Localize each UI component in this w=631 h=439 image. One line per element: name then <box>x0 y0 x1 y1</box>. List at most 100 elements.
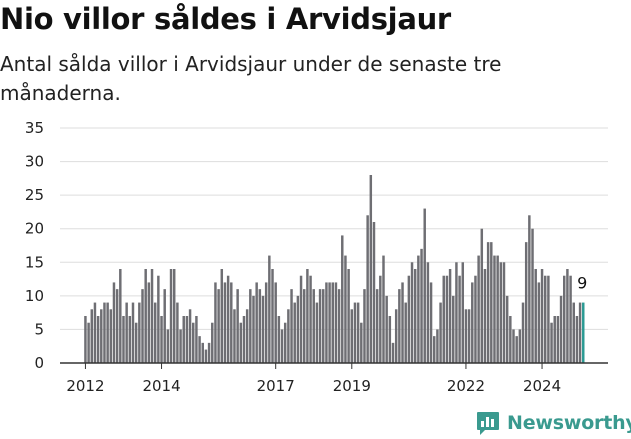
bar <box>505 295 509 363</box>
bar <box>163 289 166 363</box>
bar <box>420 248 423 363</box>
bar <box>252 295 255 363</box>
bar <box>153 302 157 363</box>
bar <box>226 275 230 363</box>
bar <box>182 316 185 363</box>
x-tick-label: 2022 <box>447 377 485 395</box>
bar <box>115 289 119 363</box>
y-tick-label: 25 <box>25 186 44 204</box>
bar <box>169 269 173 363</box>
y-tick-label: 15 <box>25 253 44 271</box>
bar <box>556 316 560 363</box>
bar <box>410 262 414 363</box>
bar <box>245 309 249 363</box>
bar <box>93 302 97 363</box>
bar <box>547 275 550 363</box>
bar <box>119 269 122 363</box>
bar <box>312 289 315 363</box>
bar <box>223 282 227 363</box>
bar <box>214 282 217 363</box>
bar <box>566 269 569 363</box>
bar <box>353 302 357 363</box>
bar <box>271 269 274 363</box>
bar <box>578 302 582 363</box>
bar <box>394 309 398 363</box>
bar <box>141 289 144 363</box>
chart-logo-icon <box>477 412 499 435</box>
bar <box>306 269 309 363</box>
bar <box>258 289 262 363</box>
bar <box>553 316 556 363</box>
bar <box>360 322 363 363</box>
bar <box>138 302 141 363</box>
bar <box>192 322 195 363</box>
bar <box>486 242 490 363</box>
bar <box>242 316 246 363</box>
bar <box>277 316 281 363</box>
bar <box>496 255 499 363</box>
bar <box>280 329 284 363</box>
bar <box>322 289 325 363</box>
bar <box>287 309 290 363</box>
bar <box>477 255 480 363</box>
bar <box>423 208 426 363</box>
bar <box>87 322 90 363</box>
bar <box>198 336 201 363</box>
bar <box>90 309 94 363</box>
bar <box>201 342 204 363</box>
bar <box>220 269 224 363</box>
bar <box>540 269 544 363</box>
bar <box>309 275 312 363</box>
bar <box>131 302 135 363</box>
bar <box>302 289 306 363</box>
bar <box>283 322 287 363</box>
bar <box>166 329 170 363</box>
bar <box>474 275 477 363</box>
bar <box>575 316 579 363</box>
bar <box>572 302 575 363</box>
bar <box>401 282 404 363</box>
bars <box>84 175 585 363</box>
bar <box>350 309 354 363</box>
bar <box>448 269 452 363</box>
bar <box>179 329 182 363</box>
bar <box>543 275 547 363</box>
bar <box>255 282 258 363</box>
bar <box>471 282 474 363</box>
x-tick-label: 2024 <box>523 377 561 395</box>
bar <box>134 322 138 363</box>
x-tick-label: 2014 <box>142 377 180 395</box>
bar <box>264 282 268 363</box>
bar <box>103 302 106 363</box>
bar <box>293 302 296 363</box>
bar <box>331 282 334 363</box>
bar <box>172 269 176 363</box>
bar <box>531 228 534 363</box>
bar <box>144 269 147 363</box>
bar <box>464 309 468 363</box>
bar <box>296 295 300 363</box>
bar <box>493 255 496 363</box>
bar <box>528 215 531 363</box>
bar <box>502 262 506 363</box>
bar <box>195 316 198 363</box>
bar <box>337 289 341 363</box>
bar <box>407 275 411 363</box>
bar <box>369 175 373 363</box>
bar <box>112 282 116 363</box>
bar <box>426 262 430 363</box>
bar <box>176 302 179 363</box>
bar <box>204 349 208 363</box>
bar <box>84 316 87 363</box>
chart-subtitle: Antal sålda villor i Arvidsjaur under de… <box>0 52 502 105</box>
bar <box>480 228 484 363</box>
bar <box>524 242 528 363</box>
brand-name: Newsworthy <box>507 412 631 434</box>
bar <box>100 309 103 363</box>
y-tick-label: 5 <box>34 320 44 338</box>
bar <box>217 289 220 363</box>
bar <box>347 269 350 363</box>
bar <box>315 302 319 363</box>
bar <box>318 289 322 363</box>
